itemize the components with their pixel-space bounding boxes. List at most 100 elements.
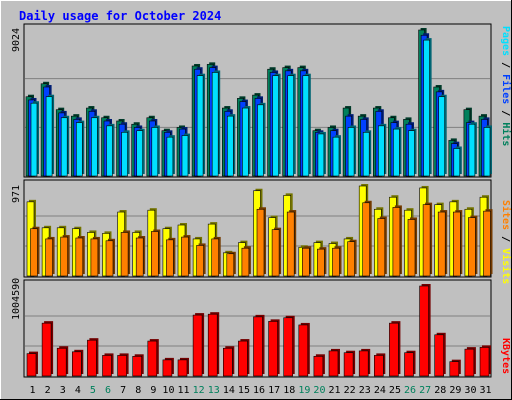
pages-bar-face — [302, 75, 310, 177]
kbytes-bar — [464, 347, 476, 377]
kbytes-bar-face — [162, 359, 173, 377]
kbytes-bar-face — [298, 324, 309, 377]
kbytes-bar-face — [223, 347, 233, 377]
kbytes-bar — [298, 322, 310, 377]
kbytes-bar — [177, 357, 189, 377]
sites-bar — [362, 200, 372, 277]
sites-bar — [271, 227, 282, 277]
sites-bar — [120, 230, 131, 277]
pages-bar — [302, 73, 311, 177]
day-label: 9 — [150, 385, 156, 396]
pages-bar-face — [332, 136, 340, 177]
sites-bar — [437, 210, 448, 277]
sites-bar — [452, 210, 463, 277]
pages-bar-face — [468, 123, 476, 177]
sites-bar-face — [377, 218, 386, 277]
day-label: 25 — [389, 385, 401, 396]
kbytes-bar — [41, 321, 54, 377]
kbytes-bar-face — [192, 314, 203, 377]
pages-bar — [196, 73, 206, 177]
day-label: 1 — [30, 385, 36, 396]
day-label: 5 — [90, 385, 96, 396]
day-label: 6 — [105, 385, 111, 396]
day-label: 7 — [120, 385, 126, 396]
kbytes-bar-face — [177, 359, 188, 377]
kbytes-bar — [449, 359, 461, 377]
sites-bar-face — [256, 208, 265, 277]
sites-bar — [241, 246, 251, 277]
kbytes-bar-face — [419, 285, 429, 377]
day-label: 18 — [283, 385, 295, 396]
day-label: 13 — [208, 385, 220, 396]
sites-bar — [377, 216, 387, 277]
pages-bar — [377, 123, 387, 177]
sites-bar — [30, 226, 40, 277]
sites-bar — [347, 239, 357, 277]
kbytes-bar — [283, 315, 295, 377]
pages-bar — [423, 38, 432, 177]
kbytes-bar — [26, 351, 38, 377]
sites-bar-face — [271, 229, 280, 277]
pages-bar — [106, 123, 115, 177]
sites-bar — [483, 209, 493, 277]
pages-bar-face — [438, 96, 446, 177]
hits-panel-ymax-label: 9024 — [11, 28, 22, 52]
sites-bar — [256, 207, 266, 277]
pages-bar — [287, 73, 296, 177]
kbytes-bar-face — [404, 352, 414, 377]
sites-bar-face — [90, 238, 99, 277]
kbytes-bar — [102, 353, 114, 377]
sites-bar — [332, 246, 342, 277]
kbytes-bar — [56, 346, 69, 377]
kbytes-bar — [404, 350, 416, 377]
pages-bar-face — [196, 75, 204, 177]
pages-bar-face — [408, 130, 415, 177]
pages-bar-face — [121, 132, 128, 177]
pages-bar — [453, 146, 462, 177]
pages-bar-face — [60, 117, 68, 177]
day-label: 16 — [253, 385, 265, 396]
sites-bar — [407, 217, 417, 277]
pages-bar-face — [166, 136, 174, 177]
legend-entry: / — [500, 230, 511, 248]
kbytes-bar — [343, 350, 356, 377]
sites-bar-face — [135, 237, 144, 277]
kbytes-bar — [72, 349, 84, 377]
pages-bar-face — [76, 122, 83, 177]
pages-bar — [45, 94, 55, 177]
kbytes-bar — [373, 353, 386, 377]
pages-bar — [362, 130, 372, 177]
hits-panel-legend: Pages / Files / Hits — [500, 26, 512, 146]
sites-bar-face — [452, 211, 461, 277]
sites-bar — [45, 236, 55, 277]
sites-bar-face — [407, 219, 416, 277]
day-label: 23 — [359, 385, 371, 396]
pages-bar — [166, 135, 175, 177]
sites-bar-face — [347, 241, 355, 277]
day-label: 4 — [75, 385, 81, 396]
sites-bar-face — [105, 240, 114, 277]
kbytes-bar — [223, 346, 235, 377]
hits-files-pages-panel: 9024 Pages / Files / Hits — [11, 23, 512, 178]
kbytes-bar-face — [207, 313, 218, 377]
sites-bar-face — [332, 247, 340, 277]
sites-bar-face — [301, 247, 310, 277]
kbytes-bar — [162, 357, 174, 377]
day-label: 11 — [178, 385, 190, 396]
sites-bar-face — [437, 211, 446, 277]
sites-bar-face — [75, 237, 84, 277]
day-label: 19 — [298, 385, 310, 396]
sites-bar-face — [211, 238, 219, 277]
kbytes-bar — [117, 353, 129, 377]
pages-bar-face — [257, 104, 264, 177]
pages-bar — [76, 120, 85, 177]
kbytes-bar-face — [102, 355, 112, 377]
pages-bar — [151, 125, 160, 177]
sites-bar — [422, 202, 433, 277]
kbytes-bar-face — [373, 355, 384, 377]
pages-bar — [468, 122, 477, 177]
pages-bar-face — [181, 135, 189, 177]
pages-bar-face — [347, 127, 355, 177]
day-label: 2 — [45, 385, 51, 396]
pages-bar — [257, 102, 266, 177]
